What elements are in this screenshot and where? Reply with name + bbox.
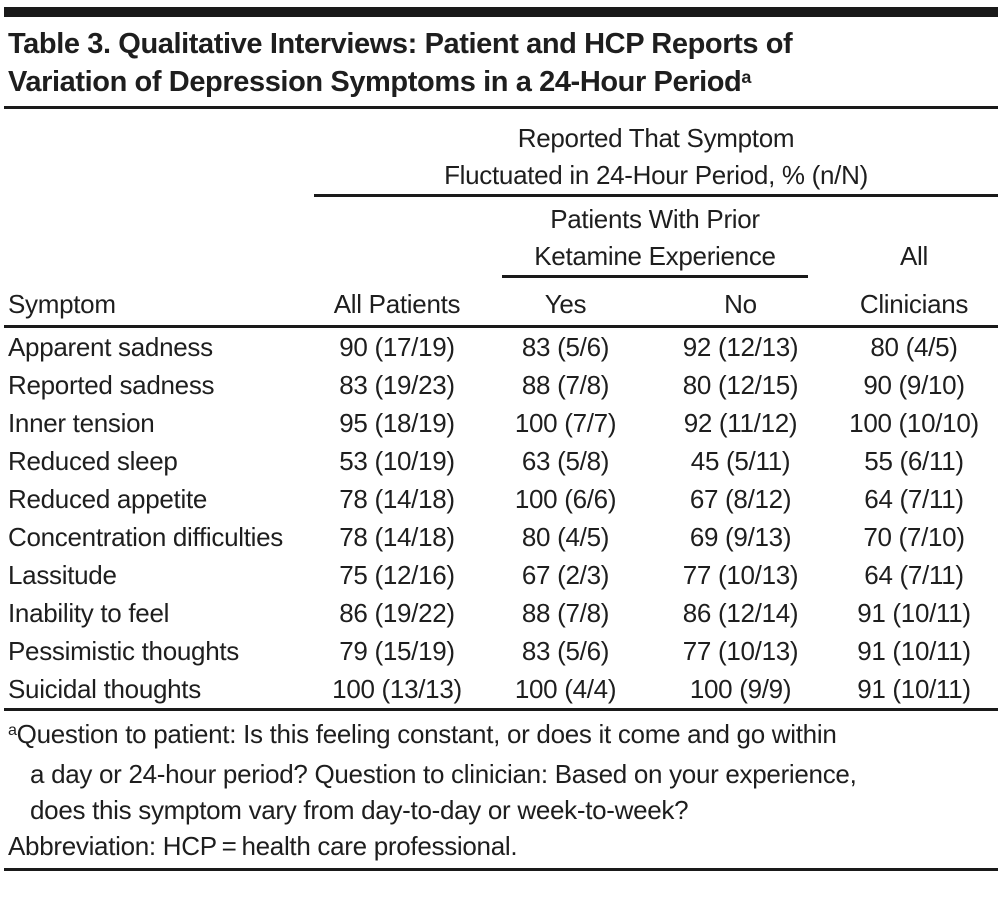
cell-symptom: Inner tension (8, 407, 155, 438)
cell-no: 80 (12/15) (682, 369, 799, 400)
cell-symptom: Inability to feel (8, 597, 170, 628)
cell-all-clinicians: 90 (9/10) (863, 369, 965, 400)
table-title: Table 3. Qualitative Interviews: Patient… (4, 17, 998, 109)
cell-all-patients: 86 (19/22) (339, 597, 455, 628)
cell-all-patients: 90 (17/19) (339, 331, 455, 362)
table-row: Inner tension 95 (18/19) 100 (7/7) 92 (1… (4, 404, 998, 442)
table-row: Reduced sleep 53 (10/19) 63 (5/8) 45 (5/… (4, 442, 998, 480)
table-body: Apparent sadness 90 (17/19) 83 (5/6) 92 … (4, 326, 998, 709)
spanner-reported-symptom: Reported That Symptom Fluctuated in 24-H… (314, 109, 998, 197)
table-row: Apparent sadness 90 (17/19) 83 (5/6) 92 … (4, 326, 998, 366)
cell-all-clinicians: 70 (7/10) (863, 521, 965, 552)
footnote-question-line-3: does this symptom vary from day-to-day o… (30, 794, 689, 825)
cell-no: 67 (8/12) (689, 483, 792, 514)
cell-all-clinicians: 64 (7/11) (864, 483, 964, 514)
footnote-abbreviation: Abbreviation: HCP = health care professi… (8, 830, 518, 861)
cell-all-patients: 53 (10/19) (339, 445, 455, 476)
column-header-all-patients: All Patients (333, 288, 461, 319)
cell-no: 100 (9/9) (689, 673, 792, 704)
footnote-question-line-2: a day or 24-hour period? Question to cli… (30, 758, 857, 789)
cell-all-patients: 75 (12/16) (339, 559, 455, 590)
cell-symptom: Concentration difficulties (8, 521, 283, 552)
spanner-ketamine-cell: Patients With Prior Ketamine Experience (480, 195, 830, 278)
cell-symptom: Apparent sadness (8, 331, 213, 362)
table-title-line-2: Variation of Depression Symptoms in a 24… (8, 63, 998, 104)
footnote-question-line-1: aQuestion to patient: Is this feeling co… (8, 716, 998, 756)
cell-all-patients: 78 (14/18) (339, 483, 455, 514)
cell-symptom: Reduced appetite (8, 483, 208, 514)
cell-all-patients: 79 (15/19) (339, 635, 455, 666)
cell-yes: 100 (4/4) (514, 673, 617, 704)
cell-all-clinicians: 100 (10/10) (849, 407, 979, 438)
cell-yes: 63 (5/8) (521, 445, 610, 476)
cell-no: 86 (12/14) (682, 597, 799, 628)
cell-yes: 100 (7/7) (514, 407, 617, 438)
cell-no: 92 (11/12) (683, 407, 798, 438)
table-row: Suicidal thoughts 100 (13/13) 100 (4/4) … (4, 670, 998, 709)
table-row: Concentration difficulties 78 (14/18) 80… (4, 518, 998, 556)
cell-yes: 80 (4/5) (521, 521, 610, 552)
spanner-reported-line-2: Fluctuated in 24-Hour Period, % (n/N) (444, 159, 868, 190)
cell-all-patients: 100 (13/13) (332, 673, 462, 704)
cell-all-clinicians: 80 (4/5) (870, 331, 958, 362)
column-header-all-clinicians-line-2: Clinicians (859, 288, 969, 319)
spacer-cell (4, 195, 314, 278)
cell-yes: 100 (6/6) (514, 483, 617, 514)
cell-no: 77 (10/13) (682, 635, 799, 666)
top-rule (4, 7, 998, 17)
cell-symptom: Pessimistic thoughts (8, 635, 239, 666)
spacer-cell (4, 109, 314, 195)
column-header-yes: Yes (544, 288, 587, 319)
cell-all-clinicians: 64 (7/11) (864, 559, 964, 590)
spanner-row-ketamine: Patients With Prior Ketamine Experience … (4, 195, 998, 278)
cell-symptom: Suicidal thoughts (8, 673, 201, 704)
cell-all-patients: 83 (19/23) (339, 369, 455, 400)
cell-no: 69 (9/13) (689, 521, 792, 552)
column-header-all-clinicians-line-1: All (900, 241, 928, 271)
table-row: Pessimistic thoughts 79 (15/19) 83 (5/6)… (4, 632, 998, 670)
cell-all-clinicians: 91 (10/11) (857, 635, 971, 666)
table-header: Reported That Symptom Fluctuated in 24-H… (4, 109, 998, 326)
cell-all-clinicians: 91 (10/11) (857, 673, 971, 704)
cell-all-clinicians: 91 (10/11) (857, 597, 971, 628)
spacer-cell (314, 195, 480, 278)
cell-all-patients: 78 (14/18) (339, 521, 455, 552)
spanner-ketamine-experience: Patients With Prior Ketamine Experience (502, 201, 808, 278)
cell-yes: 88 (7/8) (521, 597, 610, 628)
column-header-row: Symptom All Patients Yes No Clinicians (4, 278, 998, 326)
cell-symptom: Reduced sleep (8, 445, 178, 476)
cell-symptom: Lassitude (8, 559, 117, 590)
symptom-fluctuation-table: Reported That Symptom Fluctuated in 24-H… (4, 109, 998, 711)
cell-yes: 83 (5/6) (521, 635, 610, 666)
table-footnotes: aQuestion to patient: Is this feeling co… (4, 711, 998, 871)
column-header-no: No (724, 288, 757, 319)
spanner-ketamine-line-2: Ketamine Experience (534, 241, 776, 271)
table-title-line-2-text: Variation of Depression Symptoms in a 24… (8, 66, 742, 98)
table-title-line-1: Table 3. Qualitative Interviews: Patient… (8, 28, 793, 60)
table-row: Inability to feel 86 (19/22) 88 (7/8) 86… (4, 594, 998, 632)
footnote-marker: a (8, 721, 17, 740)
spanner-reported-line-1: Reported That Symptom (517, 122, 795, 153)
cell-symptom: Reported sadness (8, 369, 215, 400)
table-row: Reported sadness 83 (19/23) 88 (7/8) 80 … (4, 366, 998, 404)
cell-yes: 88 (7/8) (521, 369, 610, 400)
cell-no: 92 (12/13) (682, 331, 799, 362)
table-row: Reduced appetite 78 (14/18) 100 (6/6) 67… (4, 480, 998, 518)
spanner-ketamine-line-1: Patients With Prior (550, 204, 760, 234)
column-header-symptom: Symptom (8, 288, 116, 319)
spanner-row-top: Reported That Symptom Fluctuated in 24-H… (4, 109, 998, 197)
title-footnote-marker: a (741, 66, 751, 87)
cell-no: 77 (10/13) (682, 559, 799, 590)
cell-all-clinicians: 55 (6/11) (864, 445, 964, 476)
cell-yes: 83 (5/6) (521, 331, 610, 362)
table-row: Lassitude 75 (12/16) 67 (2/3) 77 (10/13)… (4, 556, 998, 594)
footnote-question-text-1: Question to patient: Is this feeling con… (16, 718, 837, 749)
cell-all-patients: 95 (18/19) (339, 407, 455, 438)
cell-no: 45 (5/11) (690, 445, 791, 476)
cell-yes: 67 (2/3) (521, 559, 610, 590)
